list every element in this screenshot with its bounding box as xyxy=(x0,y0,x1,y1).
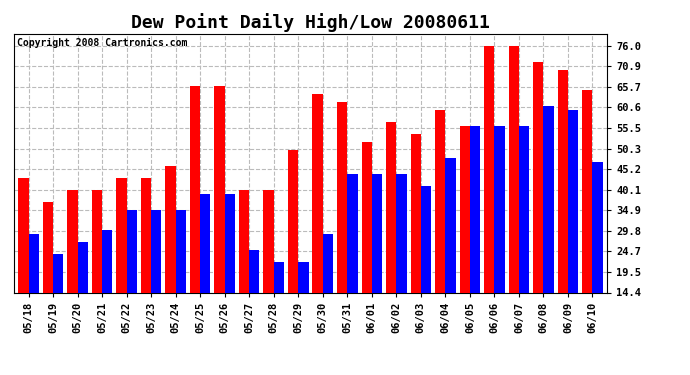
Bar xyxy=(239,190,249,292)
Bar xyxy=(533,62,544,292)
Bar xyxy=(53,254,63,292)
Bar xyxy=(151,210,161,292)
Bar xyxy=(249,250,259,292)
Bar xyxy=(264,190,274,292)
Bar xyxy=(435,110,445,292)
Bar xyxy=(372,174,382,292)
Bar xyxy=(509,46,519,292)
Bar xyxy=(460,126,470,292)
Bar xyxy=(18,178,28,292)
Bar xyxy=(558,70,568,292)
Bar xyxy=(43,202,53,292)
Bar xyxy=(484,46,495,292)
Bar xyxy=(568,110,578,292)
Bar xyxy=(288,150,298,292)
Bar xyxy=(28,234,39,292)
Bar xyxy=(470,126,480,292)
Bar xyxy=(141,178,151,292)
Bar xyxy=(421,186,431,292)
Bar xyxy=(190,86,200,292)
Bar xyxy=(215,86,225,292)
Bar xyxy=(102,230,112,292)
Bar xyxy=(200,194,210,292)
Bar xyxy=(386,122,396,292)
Title: Dew Point Daily High/Low 20080611: Dew Point Daily High/Low 20080611 xyxy=(131,13,490,32)
Text: Copyright 2008 Cartronics.com: Copyright 2008 Cartronics.com xyxy=(17,38,187,48)
Bar xyxy=(298,262,308,292)
Bar xyxy=(593,162,603,292)
Bar xyxy=(445,158,455,292)
Bar xyxy=(495,126,504,292)
Bar xyxy=(166,166,176,292)
Bar xyxy=(313,94,323,292)
Bar xyxy=(411,134,421,292)
Bar xyxy=(396,174,406,292)
Bar xyxy=(126,210,137,292)
Bar xyxy=(274,262,284,292)
Bar xyxy=(337,102,347,292)
Bar xyxy=(225,194,235,292)
Bar xyxy=(362,142,372,292)
Bar xyxy=(117,178,126,292)
Bar xyxy=(544,106,554,292)
Bar xyxy=(519,126,529,292)
Bar xyxy=(77,242,88,292)
Bar xyxy=(347,174,357,292)
Bar xyxy=(67,190,77,292)
Bar xyxy=(582,90,593,292)
Bar xyxy=(176,210,186,292)
Bar xyxy=(92,190,102,292)
Bar xyxy=(323,234,333,292)
